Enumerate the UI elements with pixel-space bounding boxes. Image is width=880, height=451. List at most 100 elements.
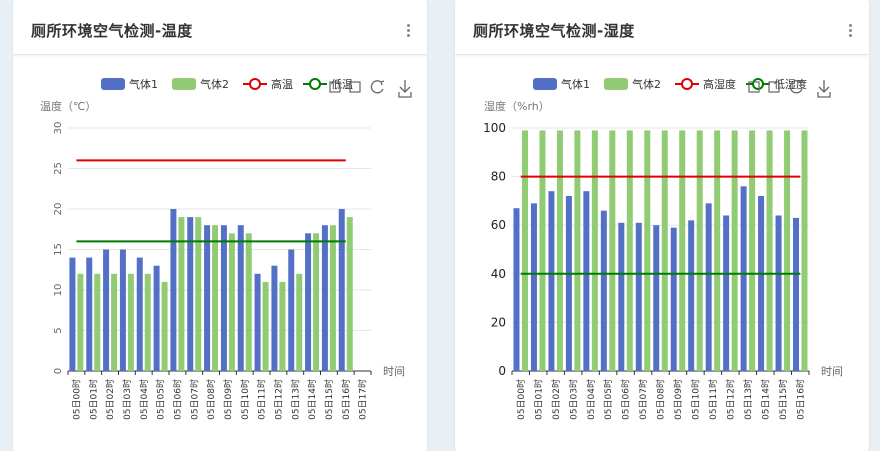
bar-series1 [740,186,747,371]
bar-series2 [749,130,756,371]
bar-series2 [521,130,528,371]
bar-series2 [679,130,686,371]
x-tick-label: 05日09时 [222,379,234,420]
humidity-panel: 厕所环境空气检测-湿度 气体1 气体2 高湿度 低湿度 湿度（%rh） 0 20 40 60 80… [455,0,869,451]
x-tick-label: 05日08时 [655,379,667,420]
bar-series2 [591,130,598,371]
bar-series1 [775,215,782,371]
legend-item[interactable]: 气体2 [604,77,661,91]
legend-swatch [604,78,628,90]
bar-series2 [262,281,269,371]
x-tick-label: 05日07时 [188,379,200,420]
legend-label: 气体1 [129,77,158,91]
legend-label: 高温 [271,77,293,91]
restore-icon[interactable] [370,80,385,94]
zoom-reset-icon[interactable] [349,81,361,93]
bar-series2 [329,225,336,371]
legend-item[interactable]: 高湿度 [675,77,736,91]
legend-item[interactable]: 气体1 [533,77,590,91]
x-tick-label: 05日10时 [239,379,251,420]
bar-series1 [583,191,590,371]
legend-swatch [101,78,125,90]
bar-series2 [644,130,651,371]
bar-series1 [723,215,730,371]
bar-series2 [144,273,151,371]
bar-series1 [69,257,76,371]
bar-series1 [254,273,261,371]
y-tick-label: 20 [491,315,506,329]
x-tick-label: 05日16时 [340,379,352,420]
bar-series2 [766,130,773,371]
x-tick-label: 05日01时 [87,379,99,420]
bar-series2 [127,273,134,371]
bar-series2 [245,233,252,371]
bar-series1 [565,196,572,371]
bar-series1 [758,196,765,371]
bar-series1 [271,265,278,371]
legend-label: 气体2 [632,77,661,91]
bar-series1 [670,227,677,371]
y-tick-label: 40 [491,267,506,281]
x-tick-label: 05日10时 [690,379,702,420]
bar-series2 [77,273,84,371]
legend-label: 气体1 [561,77,590,91]
panel-title: 厕所环境空气检测-湿度 [473,22,635,40]
x-tick-label: 05日11时 [256,379,268,420]
bar-series2 [574,130,581,371]
bar-series2 [279,281,286,371]
legend-marker [752,78,764,90]
legend-item[interactable]: 气体2 [172,77,229,91]
zoom-reset-icon[interactable] [768,81,780,93]
x-tick-label: 05日15时 [323,379,335,420]
download-icon[interactable] [817,80,831,98]
y-tick-label: 15 [53,243,64,256]
bar-series1 [705,203,712,371]
bar-series2 [661,130,668,371]
legend-item[interactable]: 气体1 [101,77,158,91]
y-tick-label: 30 [53,122,64,135]
x-tick-label: 05日03时 [567,379,579,420]
legend-label: 低温 [331,78,353,91]
x-tick-label: 05日03时 [121,379,133,420]
y-tick-label: 0 [498,364,506,378]
legend-item[interactable]: 低湿度 [746,77,807,91]
bar-series1 [653,225,660,371]
x-tick-label: 05日05时 [602,379,614,420]
zoom-icon[interactable] [748,81,760,93]
x-axis-label: 时间 [821,365,843,378]
legend-item[interactable]: 低温 [303,78,353,91]
bar-series1 [170,209,177,371]
bar-series2 [212,225,219,371]
restore-icon[interactable] [789,80,804,94]
download-icon[interactable] [398,80,412,98]
bar-series2 [731,130,738,371]
bar-series1 [237,225,244,371]
y-tick-label: 20 [53,203,64,216]
x-tick-label: 05日14时 [306,379,318,420]
x-tick-label: 05日04时 [585,379,597,420]
more-vertical-icon[interactable] [849,24,853,38]
zoom-icon[interactable] [329,81,341,93]
x-tick-label: 05日04时 [138,379,150,420]
legend-marker [309,78,321,90]
bar-series1 [600,210,607,371]
bar-series1 [288,249,295,371]
x-tick-label: 05日06时 [172,379,184,420]
legend-item[interactable]: 高温 [243,77,293,91]
bar-series2 [801,130,808,371]
bar-series2 [346,217,353,371]
bar-series1 [305,233,312,371]
bar-series2 [539,130,546,371]
bar-series1 [530,203,537,371]
x-tick-label: 05日02时 [104,379,116,420]
bar-series1 [220,225,227,371]
y-tick-label: 10 [53,284,64,297]
y-tick-label: 0 [53,368,64,374]
bar-series2 [609,130,616,371]
more-vertical-icon[interactable] [407,24,411,38]
bar-series2 [784,130,791,371]
bar-series1 [618,222,625,371]
bar-series2 [94,273,101,371]
panel-header: 厕所环境空气检测-温度 [13,0,427,55]
x-tick-label: 05日06时 [620,379,632,420]
